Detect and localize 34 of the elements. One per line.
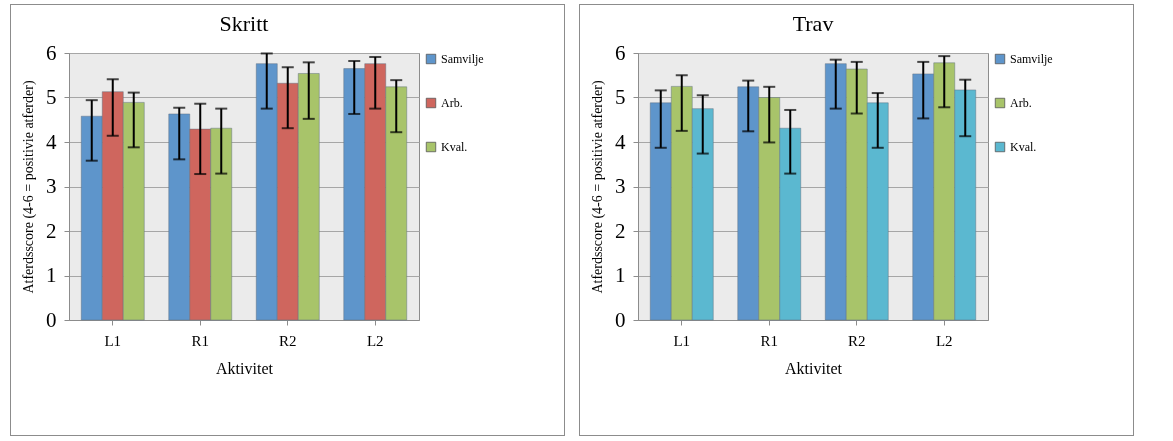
x-axis-title: Aktivitet — [216, 359, 274, 377]
x-tick-label: R1 — [191, 332, 210, 349]
y-tick-label: 1 — [615, 263, 626, 287]
x-tick-label: L1 — [104, 332, 122, 349]
y-tick-label: 0 — [46, 307, 57, 332]
y-axis-title: Atferdsscore (4-6 = positivie atferder) — [590, 80, 606, 294]
x-tick-label: R2 — [847, 332, 866, 349]
legend-label: Arb. — [1010, 96, 1032, 110]
chart-title: Skritt — [219, 11, 269, 36]
legend-label: Samvilje — [441, 52, 484, 66]
legend-label: Samvilje — [1010, 52, 1053, 66]
legend-label: Kval. — [441, 140, 468, 154]
legend-label: Arb. — [441, 96, 463, 110]
y-tick-label: 1 — [46, 263, 57, 287]
y-tick-label: 5 — [46, 85, 57, 109]
y-tick-label: 0 — [615, 307, 626, 332]
y-tick-label: 3 — [615, 174, 626, 198]
x-tick-label: R2 — [278, 332, 297, 349]
y-tick-label: 2 — [615, 218, 626, 243]
x-tick-label: L2 — [935, 332, 953, 349]
y-tick-label: 4 — [46, 129, 57, 154]
x-tick-label: L1 — [673, 332, 691, 349]
chart-title: Trav — [792, 11, 834, 36]
y-tick-label: 3 — [46, 174, 57, 198]
legend-label: Kval. — [1010, 140, 1037, 154]
x-axis-title: Aktivitet — [785, 359, 843, 377]
y-tick-label: 6 — [46, 40, 57, 65]
x-tick-label: L2 — [366, 332, 384, 349]
x-tick-label: R1 — [760, 332, 779, 349]
y-tick-label: 5 — [615, 85, 626, 109]
y-tick-label: 2 — [46, 218, 57, 243]
y-axis-title: Atferdsscore (4-6 = positivie atferder) — [21, 80, 37, 294]
y-tick-label: 6 — [615, 40, 626, 65]
y-tick-label: 4 — [615, 129, 626, 154]
